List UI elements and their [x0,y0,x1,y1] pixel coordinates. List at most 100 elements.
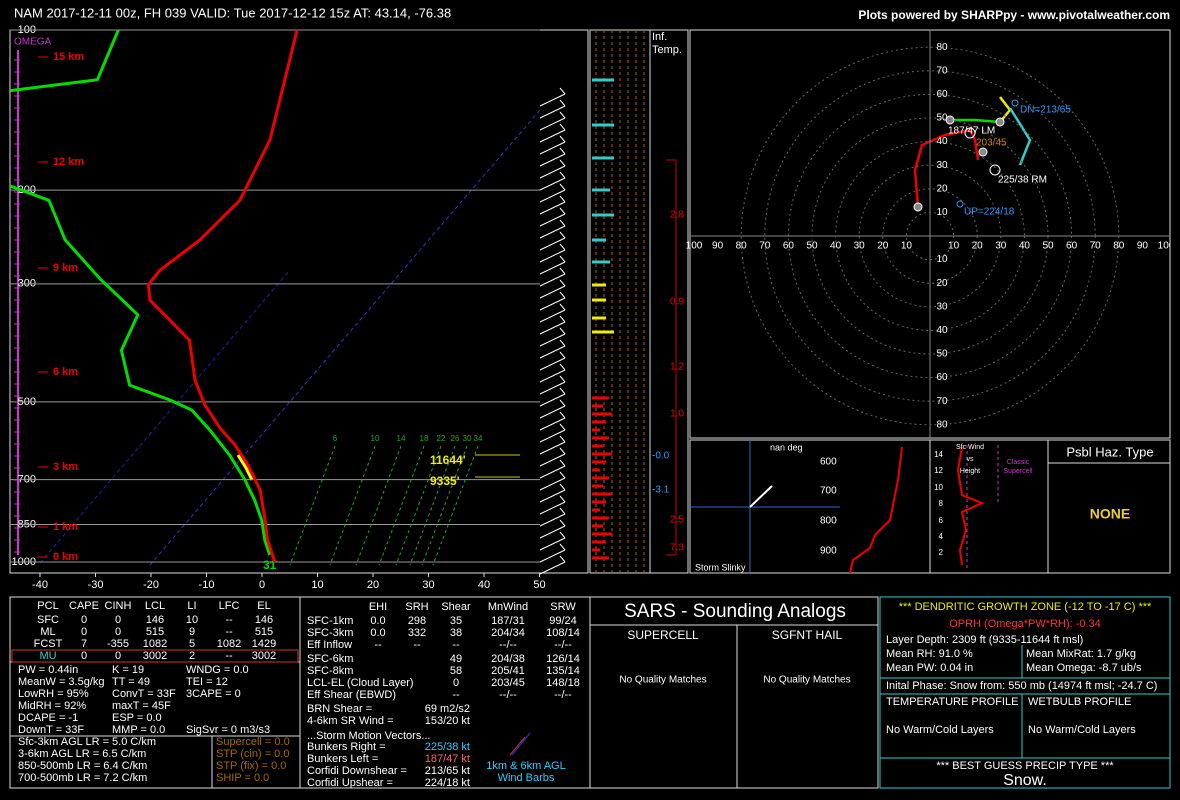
storm-motion [989,164,1001,176]
index: LowRH = 95% [18,688,89,700]
hodo-tick-label: 40 [936,325,948,336]
inference-value: -3.1 [652,485,670,496]
kinematic-cell: --/-- [554,689,572,701]
kinematic-cell: --/-- [499,689,517,701]
profile-result: No Warm/Cold Layers [1028,724,1136,736]
hodo-tick-label: 90 [1137,241,1149,252]
dgz-oprh: OPRH (Omega*PW*RH): -0.34 [949,618,1101,630]
sars-result: No Quality Matches [763,675,850,686]
inference-value: 0.9 [670,297,684,308]
wind-barb [539,333,566,347]
hodo-tick-label: 50 [806,241,818,252]
hodo-tick-label: 70 [1090,241,1102,252]
profile-result: No Warm/Cold Layers [886,724,994,736]
sars-heading: SGFNT HAIL [772,628,843,642]
parcel-column: CINH [105,600,132,612]
hodo-tick-label: 30 [995,241,1007,252]
kinematic-cell: 332 [408,627,426,639]
hodo-tick-label: 70 [936,396,948,407]
wind-barb [559,111,566,119]
mixing-ratio-label: 34 [474,434,483,443]
wind-barb [559,399,566,407]
storm-motion-value: 213/65 kt [425,765,470,777]
lapse-rate: 3-6km AGL LR = 6.5 C/km [18,748,146,760]
kinematic-cell: 204/38 [491,653,525,665]
composite: Supercell = 0.0 [216,736,290,748]
wind-barb [559,519,566,527]
wind-barb [539,477,566,491]
wind-barb [559,243,566,251]
hodo-tick-label: 80 [936,419,948,430]
temp-tick-label: -30 [88,579,104,591]
parcel-cell: 515 [255,626,273,638]
parcel-cell: 146 [255,614,273,626]
inference-value: 2.8 [670,210,684,221]
wind-height-tick: 4 [939,532,944,541]
wind-barb [559,123,566,131]
mixing-ratio-label: 6 [333,434,338,443]
storm-motion-title: ...Storm Motion Vectors... [307,730,431,742]
mixing-ratio-label: 18 [420,434,429,443]
storm-motion-value: 225/38 kt [425,741,470,753]
parcel-cell: 515 [146,626,164,638]
profile-title: TEMPERATURE PROFILE [886,696,1018,708]
index: DownT = 33F [18,724,84,736]
wind-barb [559,303,566,311]
sars-frame [589,596,879,789]
inference-value: 7.3 [670,543,684,554]
wind-barb [559,495,566,503]
parcel-cell: 1429 [252,638,276,650]
mixing-ratio-label: 14 [397,434,406,443]
temp-tick-label: 20 [367,579,379,591]
wind-barb [539,153,566,167]
parcel-cell: -- [225,650,233,662]
hodo-ring [858,164,1002,308]
wind-barb [539,93,566,107]
barb-legend-text: Wind Barbs [498,772,555,784]
height-label: 12 km [53,156,84,168]
index: TT = 49 [112,676,150,688]
parcel-column: LI [187,600,196,612]
parcel-cell: 3002 [252,650,276,662]
storm-motion: Bunkers Right = [307,741,386,753]
wind-barb [559,471,566,479]
wind-height-tick: 10 [934,483,943,492]
parcel-column: CAPE [69,600,99,612]
wind-barb [539,453,566,467]
height-label: 9 km [53,262,78,274]
precip-title: *** BEST GUESS PRECIP TYPE *** [936,760,1114,772]
barb-legend [509,736,526,756]
dgz-field: Mean RH: 91.0 % [886,648,973,660]
temp-tick-label: -40 [32,579,48,591]
wind-barb [539,369,566,383]
composite: STP (fix) = 0.0 [216,760,286,772]
hodo-tick-label: 20 [972,241,984,252]
hodo-marker [978,147,988,157]
wind-barb [559,531,566,539]
height-label: 6 km [53,366,78,378]
hazard-value: NONE [1090,506,1130,522]
wind-barb [539,117,566,131]
kinematic-extra-value: 153/20 kt [425,715,470,727]
kinematic-extra: 4-6km SR Wind = [307,715,394,727]
temp-tick-label: -10 [199,579,215,591]
hazard-title: Psbl Haz. Type [1066,444,1153,459]
hodo-tick-label: 30 [936,301,948,312]
kinematic-cell: 298 [408,615,426,627]
hodo-green [950,118,1001,124]
parcel-cell: 7 [81,638,87,650]
wind-barb [539,489,566,503]
hodo-red [913,128,980,208]
temp-tick-label: 30 [422,579,434,591]
wind-barb [539,345,566,359]
parcel-cell: 5 [189,638,195,650]
kinematic-row: Eff Inflow [307,639,352,651]
parcel-cell: 0 [115,650,121,662]
wind-barb [559,135,566,143]
hodo-tick-label: 100 [686,241,703,252]
wind-barb [559,543,566,551]
wind-barb [559,435,566,443]
wind-height-tick: 12 [934,466,943,475]
height-label: 3 km [53,461,78,473]
wind-barb [539,465,566,479]
